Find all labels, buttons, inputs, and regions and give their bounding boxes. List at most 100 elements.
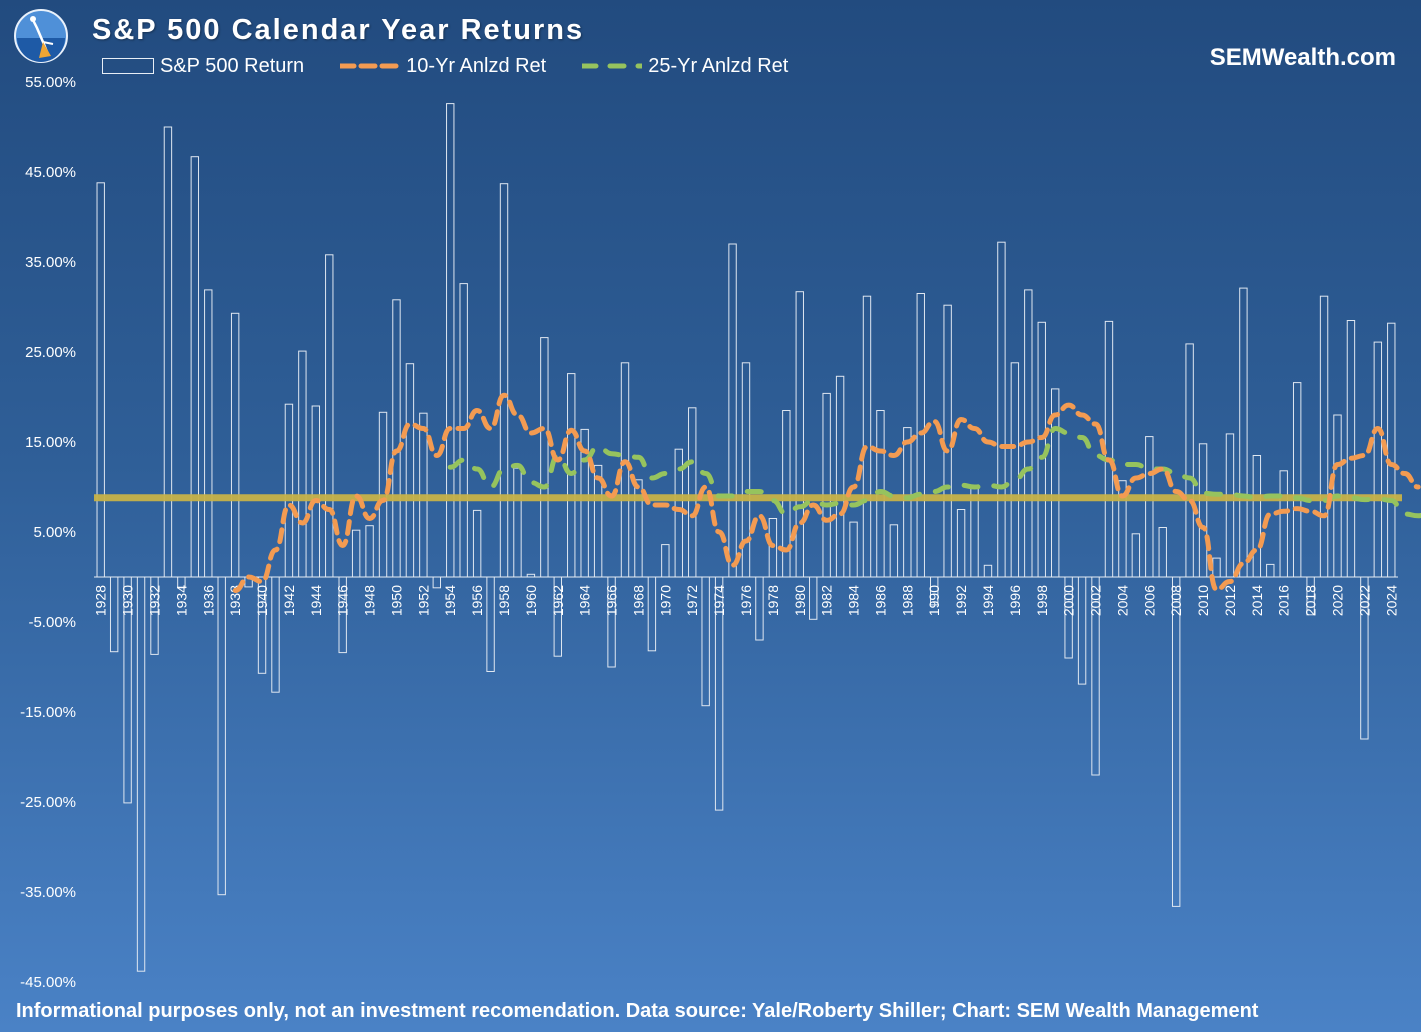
x-tick-label: 2002 (1088, 585, 1104, 616)
bar (1145, 436, 1154, 578)
bar (486, 576, 495, 672)
x-tick-label: 1946 (335, 585, 351, 616)
bar (405, 363, 415, 578)
y-tick-label: 25.00% (25, 344, 76, 361)
y-tick-label: -35.00% (20, 884, 76, 901)
x-tick-label: 1960 (523, 585, 539, 616)
x-tick-label: 1976 (738, 585, 754, 616)
bar (795, 291, 804, 578)
x-tick-label: 1932 (146, 585, 162, 616)
bar (822, 392, 831, 578)
x-tick-label: 1934 (173, 585, 189, 616)
bar (298, 350, 307, 578)
y-tick-label: -15.00% (20, 704, 76, 721)
bar (849, 521, 858, 578)
x-tick-label: 1930 (120, 585, 136, 616)
bar (903, 427, 912, 578)
bar (230, 312, 240, 578)
bar (862, 295, 872, 578)
x-tick-label: 2024 (1383, 585, 1399, 616)
bar (513, 467, 522, 578)
bar (661, 544, 670, 578)
bar (325, 254, 334, 578)
bar (809, 576, 818, 620)
x-tick-label: 2016 (1276, 585, 1292, 616)
footer-note: Informational purposes only, not an inve… (16, 1000, 1259, 1022)
bar (271, 576, 280, 693)
y-tick-label: -45.00% (20, 974, 76, 991)
bar (1319, 295, 1329, 578)
legend-swatch-10yr (340, 63, 401, 69)
x-tick-label: 1942 (281, 585, 297, 616)
bar (1279, 470, 1288, 578)
bar (647, 576, 657, 652)
x-tick-label: 2020 (1330, 585, 1346, 616)
x-tick-label: 1974 (711, 585, 727, 616)
bar (472, 509, 482, 578)
brand-label: SEMWealth.com (1209, 44, 1396, 71)
returns-chart: 55.00% 45.00% 35.00% 25.00% 15.00% 5.00% -5.00… (20, 74, 1421, 991)
line-25yr (447, 426, 1421, 519)
bar (997, 241, 1006, 578)
bar (217, 576, 226, 896)
bar (1346, 320, 1356, 578)
line-series (232, 392, 1421, 593)
bar (1024, 289, 1033, 578)
x-tick-label: 2018 (1303, 585, 1319, 616)
x-tick-label: 1956 (469, 585, 485, 616)
bar (728, 243, 737, 578)
x-tick-label: 1962 (550, 585, 566, 616)
y-tick-label: 45.00% (25, 164, 76, 181)
legend-label-10yr: 10-Yr Anlzd Ret (406, 54, 547, 77)
x-tick-label: 2010 (1195, 585, 1211, 616)
bar (889, 524, 899, 578)
line-10yr (232, 392, 1421, 593)
x-tick-label: 1994 (980, 585, 996, 616)
x-tick-label: 1964 (577, 585, 593, 616)
y-axis: 55.00% 45.00% 35.00% 25.00% 15.00% 5.00% -5.00… (20, 74, 76, 991)
bar (983, 564, 993, 578)
x-tick-label: 1948 (362, 585, 378, 616)
chart-title: S&P 500 Calendar Year Returns (92, 14, 585, 46)
bar (499, 183, 509, 578)
x-tick-label: 1966 (604, 585, 620, 616)
legend-item-10yr: 10-Yr Anlzd Ret (340, 55, 546, 78)
legend-item-25yr: 25-Yr Anlzd Ret (582, 55, 788, 78)
x-tick-label: 1980 (792, 585, 808, 616)
x-tick-label: 1944 (308, 585, 324, 616)
x-tick-label: 1998 (1034, 585, 1050, 616)
x-tick-label: 2014 (1249, 585, 1265, 616)
bar (1158, 527, 1167, 578)
x-tick-label: 1986 (872, 585, 888, 616)
bar (136, 576, 146, 972)
x-tick-label: 1958 (496, 585, 512, 616)
bar (1131, 533, 1141, 578)
legend-swatch-25yr (582, 63, 643, 69)
bar (109, 576, 119, 653)
bar (835, 375, 845, 578)
bar (1387, 322, 1396, 578)
bar (1185, 343, 1194, 578)
bar (688, 407, 697, 578)
legend-item-sp500: S&P 500 Return (102, 55, 304, 78)
x-tick-label: 1992 (953, 585, 969, 616)
x-tick-label: 1928 (93, 585, 109, 616)
x-axis: 1928 1930 1932 1934 1936 1938 1940 1942 1944 1946… (93, 576, 1399, 616)
x-tick-label: 1990 (926, 585, 942, 616)
x-tick-label: 1954 (442, 585, 458, 616)
chart-legend: S&P 500 Return 10-Yr Anlzd Ret 25-Yr Anl… (102, 53, 824, 79)
bar (1266, 563, 1275, 578)
y-tick-label: 55.00% (25, 74, 76, 91)
bar (96, 182, 105, 578)
x-tick-label: 1952 (415, 585, 431, 616)
legend-swatch-bar (102, 58, 154, 74)
legend-label-25yr: 25-Yr Anlzd Ret (648, 54, 789, 77)
bar (284, 403, 294, 578)
bar (190, 156, 200, 578)
bar-series (96, 103, 1396, 972)
x-tick-label: 1982 (819, 585, 835, 616)
bar (1373, 341, 1383, 578)
bar (701, 576, 710, 707)
x-tick-label: 1968 (630, 585, 646, 616)
x-tick-label: 2000 (1061, 585, 1077, 616)
